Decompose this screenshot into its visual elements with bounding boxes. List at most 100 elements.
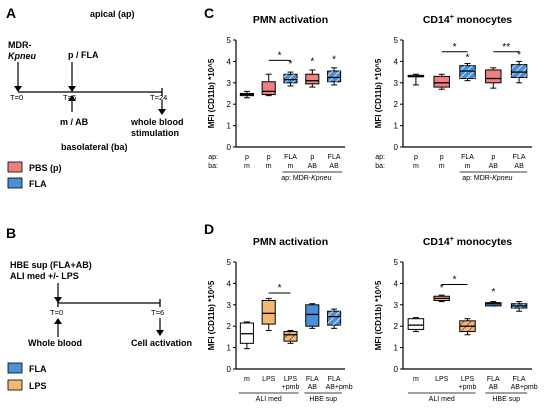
chart-d-monocytes: CD14+ monocytes 0 1 2 3 4 5 MFI (CD11b) *10^5 * *… — [374, 236, 538, 403]
significance-star: * — [440, 283, 444, 294]
legend-b-label-lps: LPS — [29, 381, 47, 391]
chart-c-pmn: PMN activation 0 1 2 3 4 5 MFI (CD11b) *10^5 * * *… — [207, 14, 345, 182]
chart-title: CD14+ monocytes — [423, 14, 512, 26]
endpoint-label-1: whole blood — [130, 117, 184, 127]
significance-label: * — [453, 42, 457, 53]
x-label-ba: AB — [489, 163, 499, 170]
y-tick-label: 0 — [394, 143, 399, 152]
x-label-2: +pmb — [459, 384, 477, 391]
whole-blood-label: Whole blood — [28, 338, 82, 348]
time-t6: T=6 — [63, 93, 76, 102]
y-tick-label: 5 — [394, 258, 399, 267]
chart-title: PMN activation — [253, 14, 328, 26]
group-label: ap: MDR-Kpneu — [281, 175, 331, 182]
endpoint-label-2: stimulation — [131, 128, 179, 138]
x-label-2: +pmb — [282, 384, 300, 391]
apical-label: apical (ap) — [90, 9, 135, 19]
medium-label-2: ALI med +/- LPS — [10, 271, 79, 281]
box — [305, 73, 320, 85]
legend-b-swatch-fla — [7, 362, 23, 374]
legend-label-pbs: PBS (p) — [29, 163, 62, 173]
y-tick-label: 4 — [227, 279, 232, 288]
x-label-ap: FLA — [513, 154, 526, 161]
row-label-ap: ap: — [208, 154, 218, 161]
y-tick-label: 0 — [227, 365, 232, 374]
group-label-hbe: HBE sup — [492, 396, 520, 403]
box-hatch — [327, 311, 341, 326]
y-tick-label: 5 — [227, 258, 232, 267]
x-label-ap: p — [245, 154, 249, 161]
x-label: m — [413, 376, 419, 383]
time-b-t6: T=6 — [151, 308, 164, 317]
legend-swatch-fla — [7, 177, 23, 189]
significance-star: * — [491, 287, 495, 298]
box — [305, 304, 320, 327]
x-label: LPS — [284, 376, 298, 383]
box-hatch — [283, 331, 298, 342]
y-tick-label: 3 — [394, 301, 399, 310]
y-tick-label: 3 — [227, 79, 232, 88]
significance-label: * — [278, 50, 282, 61]
x-label-ap: p — [267, 154, 271, 161]
treatment-apical-label: p / FLA — [68, 50, 99, 60]
significance-label: * — [453, 274, 457, 285]
x-label-ap: p — [440, 154, 444, 161]
chart-title: CD14+ monocytes — [423, 236, 512, 248]
y-axis-label: MFI (CD11b) *10^5 — [207, 280, 216, 350]
significance-star: * — [310, 57, 314, 68]
time-t0: T=0 — [10, 93, 23, 102]
row-label-ap: ap: — [375, 154, 385, 161]
x-label-ba: AB — [308, 163, 318, 170]
group-label-hbe: HBE sup — [309, 396, 337, 403]
y-tick-label: 4 — [394, 279, 399, 288]
y-tick-label: 1 — [394, 344, 399, 353]
y-axis-label: MFI (CD11b) *10^5 — [374, 58, 383, 128]
x-label: FLA — [513, 376, 526, 383]
box-hatch — [511, 64, 527, 78]
y-tick-label: 5 — [394, 36, 399, 45]
legend-swatch-pbs — [7, 161, 23, 173]
panel-b: B HBE sup (FLA+AB) ALI med +/- LPS T=0 T… — [6, 225, 192, 391]
x-label-ba: m — [244, 163, 250, 170]
box — [261, 300, 276, 325]
x-label-ba: m — [288, 163, 294, 170]
group-label-ali: ALI med — [429, 396, 455, 403]
y-tick-label: 2 — [227, 322, 232, 331]
x-label-2: AB+pmb — [511, 384, 538, 391]
panel-letter-c: C — [204, 5, 214, 21]
x-label-ap: p — [310, 154, 314, 161]
y-tick-label: 2 — [394, 100, 399, 109]
time-b-t0: T=0 — [50, 308, 63, 317]
box — [433, 75, 450, 88]
panel-letter-d: D — [204, 221, 214, 237]
time-t24: T=24 — [150, 93, 167, 102]
significance-label: ** — [502, 42, 510, 53]
y-tick-label: 4 — [394, 57, 399, 66]
legend-label-fla: FLA — [29, 179, 47, 189]
y-axis-label: MFI (CD11b) *10^5 — [207, 58, 216, 128]
y-tick-label: 0 — [227, 143, 232, 152]
organism-label-1: MDR- — [8, 40, 32, 50]
x-label-ap: p — [414, 154, 418, 161]
x-label: LPS — [435, 376, 449, 383]
group-label: ap: MDR-Kpneu — [462, 175, 512, 182]
y-tick-label: 1 — [394, 122, 399, 131]
x-label: LPS — [262, 376, 276, 383]
panel-letter-a: A — [6, 5, 16, 21]
row-label-ba: ba: — [208, 163, 218, 170]
x-label-2: AB+pmb — [326, 384, 353, 391]
x-label-ba: m — [266, 163, 272, 170]
significance-label: * — [278, 283, 282, 294]
x-label: m — [244, 376, 250, 383]
significance-star: * — [466, 52, 470, 63]
x-label-ba: m — [413, 163, 419, 170]
treatment-basolateral-label: m / AB — [60, 117, 89, 127]
x-label: FLA — [328, 376, 341, 383]
arrow-t6-down-head — [68, 86, 76, 92]
y-tick-label: 0 — [394, 365, 399, 374]
box — [485, 69, 502, 84]
x-label-ap: p — [491, 154, 495, 161]
panel-letter-b: B — [6, 225, 16, 241]
